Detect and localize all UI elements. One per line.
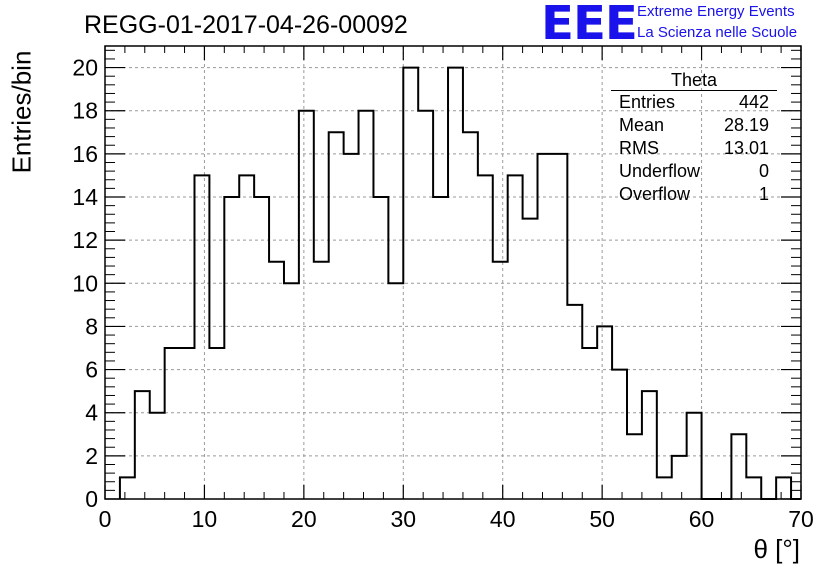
- stats-label: Entries: [619, 92, 676, 112]
- stats-row-entries: Entries 442: [611, 91, 777, 114]
- x-tick-label: 30: [390, 506, 416, 532]
- axis-ticks: [104, 46, 802, 500]
- x-tick-label: 50: [589, 506, 615, 532]
- x-tick-label: 0: [99, 506, 112, 532]
- eee-logo-mark: EEE: [541, 0, 638, 50]
- y-tick-label: 0: [85, 486, 98, 512]
- logo-line-2: La Scienza nelle Scuole: [637, 24, 798, 41]
- plot-title: REGG-01-2017-04-26-00092: [84, 11, 408, 39]
- y-tick-label: 14: [72, 184, 98, 210]
- x-tick-label: 60: [689, 506, 715, 532]
- stats-value: 0: [758, 161, 769, 181]
- stats-box: Theta Entries 442 Mean 28.19 RMS 13.01 U…: [611, 70, 777, 206]
- stats-title: Theta: [611, 70, 777, 91]
- stats-row-rms: RMS 13.01: [611, 137, 777, 160]
- y-tick-label: 8: [85, 313, 98, 339]
- y-tick-label: 20: [72, 55, 98, 81]
- y-tick-label: 2: [85, 443, 98, 469]
- stats-row-mean: Mean 28.19: [611, 114, 777, 137]
- y-tick-label: 10: [72, 270, 98, 296]
- y-tick-label: 18: [72, 98, 98, 124]
- stats-label: Overflow: [619, 184, 691, 204]
- stats-label: Mean: [619, 115, 665, 135]
- x-tick-label: 20: [291, 506, 317, 532]
- y-tick-label: 16: [72, 141, 98, 167]
- x-axis-label: θ [°]: [753, 534, 800, 564]
- histogram-outline: [118, 66, 801, 500]
- stats-label: Underflow: [619, 161, 701, 181]
- x-tick-label: 40: [490, 506, 516, 532]
- y-axis-label: Entries/bin: [6, 50, 37, 174]
- x-tick-label: 10: [192, 506, 218, 532]
- y-tick-label: 4: [85, 400, 98, 426]
- stats-value: 28.19: [723, 115, 769, 135]
- logo-line-1: Extreme Energy Events: [637, 3, 795, 20]
- y-tick-label: 12: [72, 227, 98, 253]
- stats-value: 13.01: [723, 138, 769, 158]
- grid-lines: [105, 46, 801, 499]
- plot-frame: [104, 45, 802, 500]
- stats-row-overflow: Overflow 1: [611, 183, 777, 206]
- stats-label: RMS: [619, 138, 659, 158]
- x-tick-label: 70: [788, 506, 814, 532]
- stats-value: 1: [758, 184, 769, 204]
- stats-row-underflow: Underflow 0: [611, 160, 777, 183]
- y-tick-label: 6: [85, 357, 98, 383]
- stats-value: 442: [738, 92, 769, 112]
